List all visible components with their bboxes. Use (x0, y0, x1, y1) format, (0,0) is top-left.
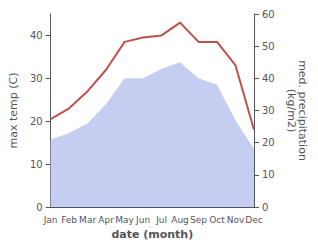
svg-text:50: 50 (262, 41, 275, 52)
svg-text:40: 40 (262, 73, 275, 84)
svg-text:Oct: Oct (209, 215, 225, 225)
svg-text:Jun: Jun (135, 215, 150, 225)
svg-text:Mar: Mar (79, 215, 96, 225)
svg-text:10: 10 (30, 159, 43, 170)
svg-text:(kg/m2): (kg/m2) (285, 89, 298, 132)
svg-text:40: 40 (30, 30, 43, 41)
svg-text:Nov: Nov (227, 215, 245, 225)
svg-text:20: 20 (262, 137, 275, 148)
svg-text:60: 60 (262, 9, 275, 20)
svg-text:Jul: Jul (155, 215, 167, 225)
svg-text:Apr: Apr (98, 215, 114, 225)
svg-text:30: 30 (30, 73, 43, 84)
svg-text:May: May (115, 215, 134, 225)
svg-text:Sep: Sep (190, 215, 207, 225)
svg-text:10: 10 (262, 169, 275, 180)
svg-text:0: 0 (262, 202, 268, 213)
svg-text:date (month): date (month) (111, 228, 193, 241)
svg-text:max temp (C): max temp (C) (7, 72, 20, 148)
svg-text:30: 30 (262, 105, 275, 116)
svg-text:Jan: Jan (43, 215, 58, 225)
svg-text:Aug: Aug (171, 215, 189, 225)
svg-text:20: 20 (30, 116, 43, 127)
svg-text:med. precipitation: med. precipitation (295, 60, 309, 161)
svg-text:0: 0 (36, 202, 42, 213)
svg-text:Feb: Feb (61, 215, 77, 225)
svg-text:Dec: Dec (245, 215, 262, 225)
